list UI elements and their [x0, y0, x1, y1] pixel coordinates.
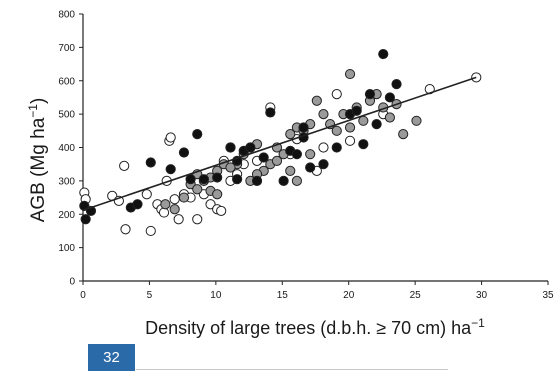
- data-point-grey: [411, 115, 422, 126]
- y-tick-label: 400: [58, 143, 75, 154]
- data-point-open: [145, 225, 156, 237]
- data-point-grey: [384, 112, 395, 123]
- data-point-black: [371, 119, 382, 130]
- data-point-open: [158, 207, 170, 218]
- x-axis-label: Density of large trees (d.b.h. ≥ 70 cm) …: [145, 316, 485, 338]
- y-tick-label: 600: [58, 76, 75, 87]
- data-point-black: [178, 147, 190, 158]
- data-point-black: [245, 142, 256, 153]
- data-point-black: [351, 105, 362, 116]
- data-point-black: [331, 142, 342, 153]
- data-point-open: [165, 132, 176, 143]
- data-point-black: [80, 214, 91, 225]
- data-point-black: [192, 129, 203, 140]
- data-point-grey: [311, 95, 322, 106]
- data-point-grey: [192, 184, 203, 195]
- data-point-black: [358, 139, 369, 150]
- data-point-open: [205, 199, 216, 210]
- data-point-open: [344, 135, 356, 146]
- y-ticks: 0 100 200 300 400 500 600 700 800: [58, 10, 83, 288]
- data-point-black: [258, 152, 269, 163]
- data-point-grey: [344, 68, 356, 80]
- x-ticks: 0 5 10 15 20 25 30 35: [80, 281, 554, 301]
- data-point-grey: [305, 149, 316, 160]
- data-point-black: [132, 199, 143, 210]
- data-point-black: [212, 172, 223, 183]
- data-point-black: [305, 162, 316, 173]
- data-point-grey: [178, 192, 190, 203]
- data-point-black: [278, 175, 289, 186]
- data-point-open: [119, 160, 130, 171]
- axes: [82, 14, 548, 282]
- data-point-grey: [271, 155, 283, 166]
- data-point-black: [165, 164, 176, 175]
- data-point-grey: [398, 129, 409, 140]
- data-point-open: [192, 214, 203, 225]
- data-point-open: [216, 205, 227, 217]
- data-point-black: [318, 159, 329, 170]
- data-point-black: [251, 175, 263, 186]
- x-tick-label: 25: [410, 290, 422, 301]
- data-point-grey: [160, 199, 171, 210]
- data-point-grey: [331, 125, 342, 136]
- data-point-open: [141, 189, 152, 200]
- data-points: [79, 48, 482, 237]
- data-point-black: [391, 78, 402, 90]
- data-point-grey: [344, 122, 356, 133]
- x-tick-label: 5: [147, 290, 153, 301]
- data-point-black: [298, 122, 309, 133]
- data-point-black: [185, 174, 196, 185]
- y-tick-label: 0: [69, 277, 75, 288]
- data-point-open: [173, 214, 184, 225]
- x-tick-label: 30: [476, 290, 488, 301]
- data-point-black: [384, 92, 395, 103]
- data-point-grey: [318, 109, 329, 120]
- data-point-grey: [169, 204, 180, 215]
- data-point-grey: [225, 162, 236, 173]
- scatter-chart: 0 5 10 15 20 25 30 35 0 100 200 300 400 500 600 700 800…: [26, 10, 554, 339]
- data-point-grey: [285, 165, 296, 176]
- y-tick-label: 500: [58, 110, 75, 121]
- x-tick-label: 20: [343, 290, 355, 301]
- trend-line: [82, 76, 477, 212]
- y-tick-label: 700: [58, 43, 75, 54]
- data-point-black: [145, 157, 156, 168]
- x-tick-label: 10: [210, 290, 222, 301]
- y-tick-label: 100: [58, 243, 75, 254]
- data-point-open: [169, 194, 180, 205]
- data-point-black: [378, 48, 389, 60]
- data-point-open: [318, 142, 329, 153]
- data-point-open: [120, 224, 131, 235]
- y-tick-label: 800: [58, 10, 75, 21]
- y-tick-label: 300: [58, 176, 75, 187]
- data-point-black: [232, 174, 243, 185]
- x-tick-label: 35: [542, 290, 554, 301]
- data-point-black: [291, 149, 302, 160]
- y-axis-label: AGB (Mg ha−1): [26, 98, 49, 223]
- data-point-black: [265, 107, 276, 118]
- x-tick-label: 15: [277, 290, 289, 301]
- data-point-open: [331, 89, 342, 100]
- page-number-badge: 32: [88, 344, 135, 371]
- data-point-black: [364, 89, 376, 100]
- x-tick-label: 0: [80, 290, 86, 301]
- footer-divider: [136, 369, 448, 370]
- data-point-black: [198, 174, 209, 185]
- data-point-grey: [358, 115, 369, 126]
- data-point-grey: [285, 129, 296, 140]
- data-point-black: [225, 142, 236, 153]
- data-point-grey: [212, 189, 223, 200]
- y-tick-label: 200: [58, 210, 75, 221]
- data-point-grey: [291, 175, 302, 186]
